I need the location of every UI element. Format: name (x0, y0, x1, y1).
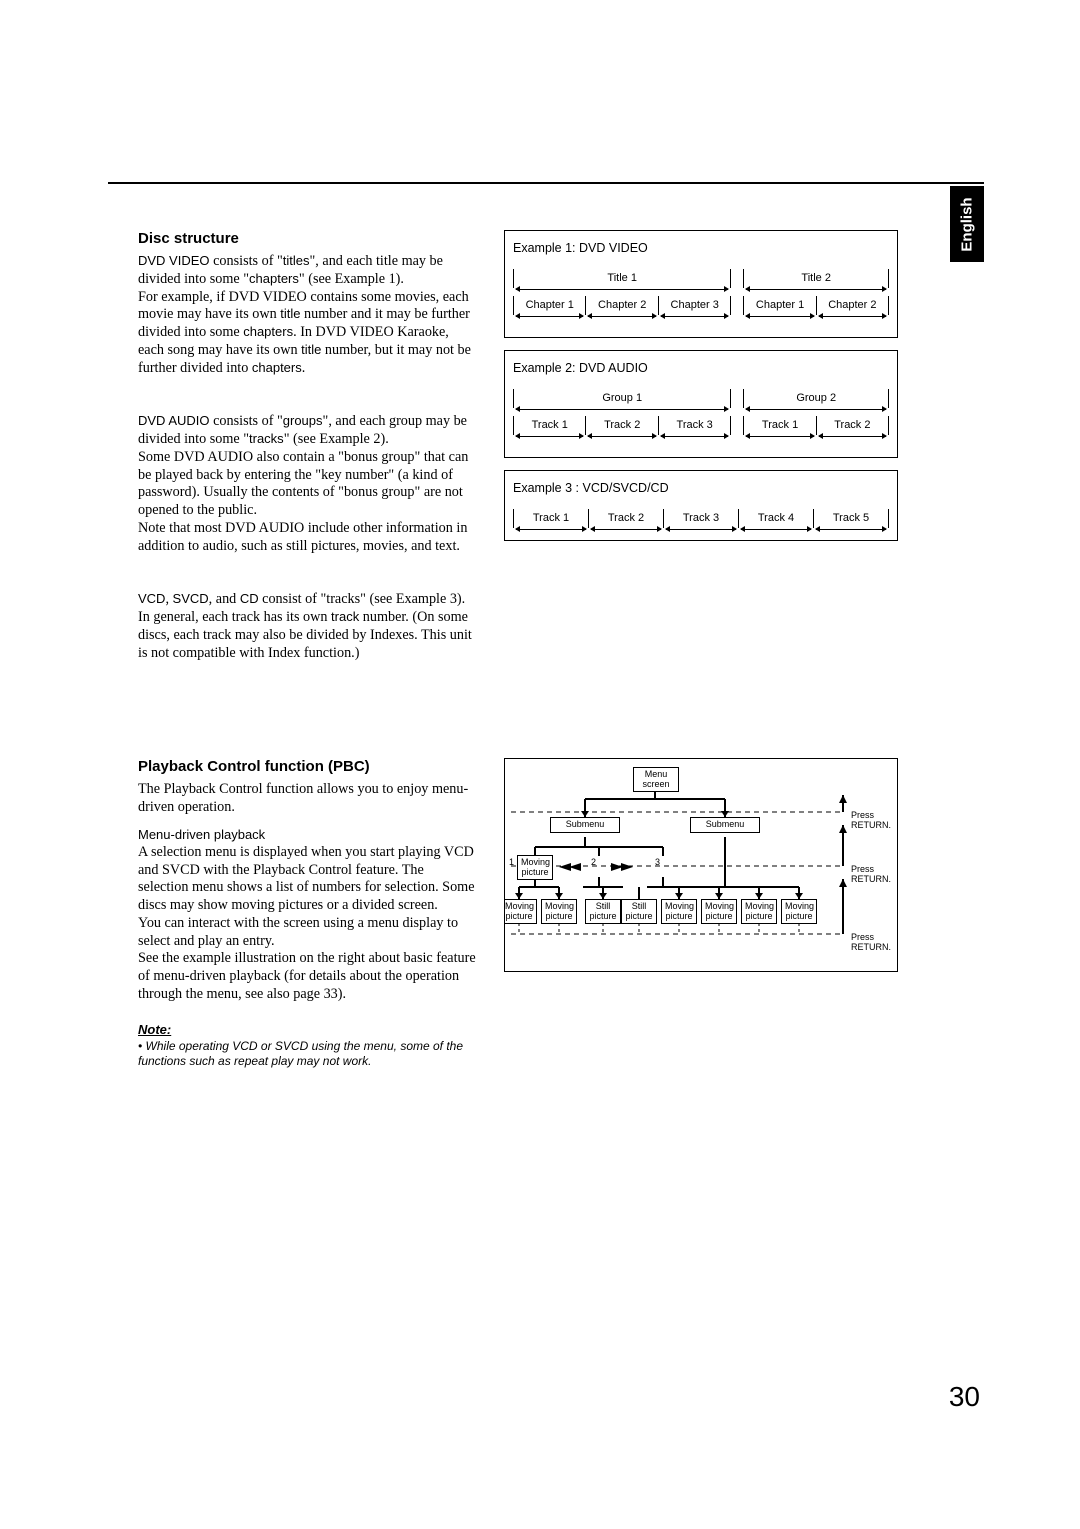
pbc-leaf-6: Moving picture (701, 899, 737, 924)
pbc-heading: Playback Control function (PBC) (138, 758, 476, 775)
disc-structure-heading: Disc structure (138, 230, 476, 247)
ex1-ch2: Chapter 2 (598, 299, 646, 311)
example1-title: Example 1: DVD VIDEO (513, 241, 889, 255)
ex1-ch3: Chapter 3 (671, 299, 719, 311)
ex2-g2t1: Track 1 (762, 419, 798, 431)
example2-title: Example 2: DVD AUDIO (513, 361, 889, 375)
note-body: • While operating VCD or SVCD using the … (138, 1039, 476, 1070)
ex2-g1t1: Track 1 (532, 419, 568, 431)
note-label: Note: (138, 1022, 476, 1037)
ex1-t2ch1: Chapter 1 (756, 299, 804, 311)
pbc-return-1: Press RETURN. (851, 811, 895, 831)
ex3-t4: Track 4 (758, 512, 794, 524)
ex2-g2: Group 2 (796, 392, 836, 404)
pbc-submenu1: Submenu (550, 817, 620, 832)
pbc-leaf-2: Moving picture (541, 899, 577, 924)
ex1-t2ch2: Chapter 2 (828, 299, 876, 311)
language-tab: English (950, 186, 984, 262)
pbc-leaf-7: Moving picture (741, 899, 777, 924)
pbc-diagram: Menu screen Submenu Submenu Moving pictu… (504, 758, 898, 972)
language-label: English (959, 197, 976, 251)
pbc-p1: The Playback Control function allows you… (138, 781, 476, 817)
disc-structure-para3: VCD, SVCD, and CD consist of "tracks" (s… (138, 591, 476, 662)
pbc-menu: Menu screen (633, 767, 679, 792)
pbc-leaf-8: Moving picture (781, 899, 817, 924)
page-content: Disc structure DVD VIDEO consists of "ti… (138, 230, 942, 1070)
pbc-p4: See the example illustration on the righ… (138, 950, 476, 1003)
ex3-t1: Track 1 (533, 512, 569, 524)
ex2-g2t2: Track 2 (834, 419, 870, 431)
ex3-t3: Track 3 (683, 512, 719, 524)
pbc-diagram-lines (505, 759, 898, 972)
ex3-t5: Track 5 (833, 512, 869, 524)
example3-title: Example 3 : VCD/SVCD/CD (513, 481, 889, 495)
top-rule (108, 182, 984, 184)
pbc-return-3: Press RETURN. (851, 933, 895, 953)
ex1-title1: Title 1 (607, 272, 637, 284)
example1-box: Example 1: DVD VIDEO Title 1 Chapter 1 C… (504, 230, 898, 338)
ex2-g1: Group 1 (602, 392, 642, 404)
pbc-submenu2: Submenu (690, 817, 760, 832)
ex2-g1t3: Track 3 (677, 419, 713, 431)
page-number: 30 (949, 1381, 980, 1413)
disc-structure-para2: DVD AUDIO consists of "groups", and each… (138, 413, 476, 555)
ex1-title2: Title 2 (801, 272, 831, 284)
pbc-leaf-3: Still picture (585, 899, 621, 924)
ex1-ch1: Chapter 1 (526, 299, 574, 311)
example2-box: Example 2: DVD AUDIO Group 1 Track 1 Tra… (504, 350, 898, 458)
example3-box: Example 3 : VCD/SVCD/CD Track 1 Track 2 … (504, 470, 898, 541)
pbc-return-2: Press RETURN. (851, 865, 895, 885)
pbc-leaf-4: Still picture (621, 899, 657, 924)
pbc-num2: 2 (591, 858, 596, 868)
pbc-leaf-1: Moving picture (504, 899, 537, 924)
pbc-subhead: Menu-driven playback (138, 827, 476, 842)
pbc-p2: A selection menu is displayed when you s… (138, 844, 476, 915)
ex3-t2: Track 2 (608, 512, 644, 524)
pbc-leaf-5: Moving picture (661, 899, 697, 924)
pbc-s1-mov: Moving picture (517, 855, 553, 880)
ex2-g1t2: Track 2 (604, 419, 640, 431)
pbc-p3: You can interact with the screen using a… (138, 915, 476, 951)
disc-structure-para1: DVD VIDEO consists of "titles", and each… (138, 253, 476, 377)
pbc-num1: 1 (509, 858, 514, 868)
pbc-num3: 3 (655, 858, 660, 868)
